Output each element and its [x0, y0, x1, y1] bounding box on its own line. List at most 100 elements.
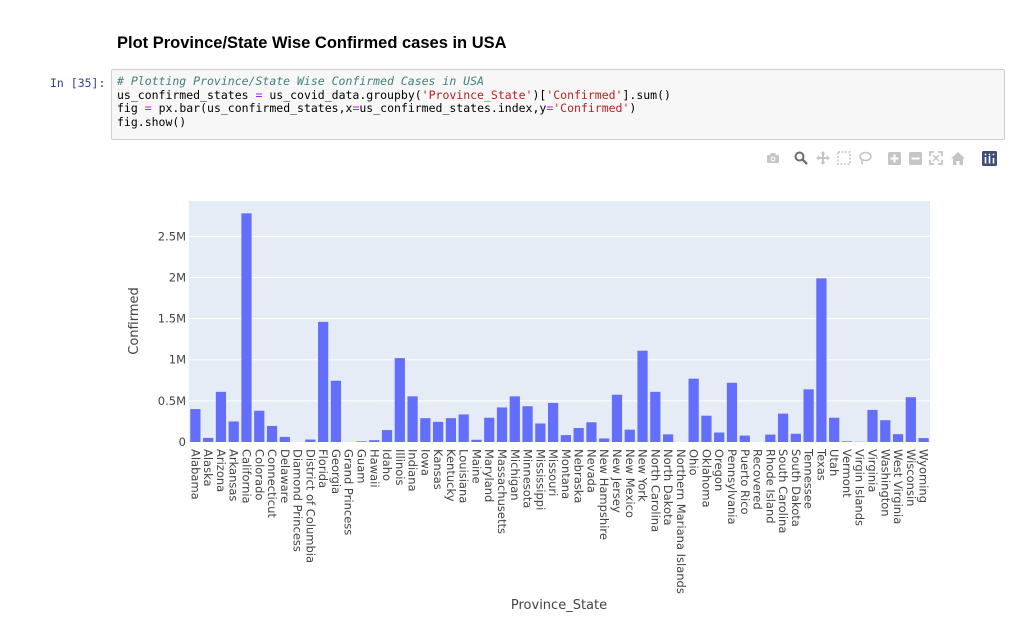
bar[interactable] — [739, 435, 750, 442]
box-select-icon[interactable] — [836, 150, 852, 166]
zoom-icon[interactable] — [793, 150, 809, 166]
bar[interactable] — [420, 418, 431, 442]
code-token: = — [352, 101, 360, 115]
y-tick-label: 2.5M — [158, 229, 186, 243]
x-tick-label: Nevada — [584, 449, 598, 493]
x-tick-label: Iowa — [418, 449, 432, 476]
bar[interactable] — [241, 213, 252, 442]
bar[interactable] — [254, 410, 265, 442]
code-line: # Plotting Province/State Wise Confirmed… — [117, 74, 1004, 89]
x-tick-labels: AlabamaAlaskaArizonaArkansasCaliforniaCo… — [188, 448, 930, 594]
x-tick-label: Puerto Rico — [738, 449, 752, 515]
bar[interactable] — [726, 382, 738, 442]
x-tick-label: Wyoming — [917, 449, 931, 503]
code-token: us_confirmed_states.index,y — [359, 101, 547, 115]
code-token: ].sum() — [622, 87, 671, 102]
code-cell[interactable]: # Plotting Province/State Wise Confirmed… — [111, 69, 1005, 140]
bar[interactable] — [445, 418, 457, 442]
bar[interactable] — [892, 434, 904, 442]
bar[interactable] — [637, 350, 648, 442]
bar[interactable] — [880, 420, 891, 442]
bar[interactable] — [203, 437, 214, 442]
bar[interactable] — [484, 417, 495, 442]
zoom-in-icon[interactable] — [886, 150, 902, 166]
zoom-out-icon[interactable] — [907, 150, 923, 166]
x-tick-label: District of Columbia — [303, 449, 317, 563]
bar[interactable] — [305, 439, 316, 442]
bar[interactable] — [318, 321, 329, 442]
bar[interactable] — [777, 413, 789, 442]
bar[interactable] — [624, 429, 635, 442]
plotly-logo-icon[interactable] — [981, 150, 997, 166]
pan-icon[interactable] — [815, 150, 831, 166]
bar[interactable] — [522, 406, 533, 442]
x-tick-label: Arizona — [214, 449, 228, 492]
bar[interactable] — [829, 417, 840, 442]
bar[interactable] — [560, 435, 571, 442]
bar[interactable] — [394, 358, 405, 442]
bar[interactable] — [688, 378, 699, 442]
bar[interactable] — [266, 425, 278, 442]
bar[interactable] — [190, 409, 201, 442]
reset-axes-icon[interactable] — [950, 150, 966, 166]
bar[interactable] — [573, 428, 584, 442]
x-tick-label: New Jersey — [610, 449, 624, 513]
x-tick-label: South Carolina — [776, 449, 790, 533]
x-tick-label: Virgin Islands — [853, 449, 867, 526]
x-tick-label: Arkansas — [227, 449, 241, 501]
x-tick-label: Michigan — [508, 449, 522, 501]
bar[interactable] — [407, 396, 418, 442]
bar[interactable] — [228, 421, 239, 442]
x-tick-label: Louisiana — [457, 449, 471, 503]
bar[interactable] — [330, 380, 342, 442]
code-token: )[ — [532, 87, 547, 102]
bar[interactable] — [867, 409, 878, 442]
bar[interactable] — [611, 394, 623, 442]
bar[interactable] — [650, 391, 661, 442]
x-tick-label: Pennsylvania — [725, 449, 739, 525]
bar[interactable] — [714, 432, 725, 442]
bar[interactable] — [586, 422, 597, 442]
bar[interactable] — [765, 434, 776, 442]
autoscale-icon[interactable] — [928, 150, 944, 166]
bar[interactable] — [279, 436, 290, 442]
bar[interactable] — [369, 440, 380, 442]
bar[interactable] — [433, 421, 444, 442]
bar[interactable] — [662, 434, 674, 442]
bar[interactable] — [918, 438, 929, 442]
x-tick-label: Diamond Princess — [291, 449, 305, 552]
x-tick-label: Alaska — [201, 449, 215, 487]
bar[interactable] — [816, 278, 827, 442]
x-tick-label: California — [239, 449, 253, 504]
lasso-select-icon[interactable] — [857, 150, 873, 166]
x-tick-label: Minnesota — [521, 449, 535, 508]
bar[interactable] — [790, 433, 801, 442]
bars — [190, 213, 929, 442]
x-tick-label: Guam — [354, 449, 368, 483]
bar[interactable] — [215, 391, 227, 442]
code-token: 'Confirmed' — [546, 87, 623, 102]
x-tick-label: Wisconsin — [904, 449, 918, 506]
bar[interactable] — [496, 407, 508, 442]
bar[interactable] — [803, 389, 814, 442]
bar[interactable] — [356, 441, 367, 442]
bar[interactable] — [458, 414, 469, 442]
bar[interactable] — [905, 397, 916, 442]
bar[interactable] — [548, 402, 559, 442]
section-heading: Plot Province/State Wise Confirmed cases… — [117, 34, 507, 52]
bar[interactable] — [471, 439, 482, 442]
code-token: px.bar(us_confirmed_states,x — [151, 101, 353, 115]
x-tick-label: Oklahoma — [699, 449, 713, 508]
bar[interactable] — [701, 415, 712, 442]
code-token: 'Province_State' — [421, 87, 533, 102]
x-tick-label: North Carolina — [648, 449, 662, 532]
bar[interactable] — [381, 430, 393, 442]
camera-icon[interactable] — [765, 150, 781, 166]
x-tick-label: South Dakota — [789, 449, 803, 527]
bar[interactable] — [599, 438, 610, 442]
bar[interactable] — [509, 396, 520, 442]
code-token: = — [144, 101, 152, 115]
bar[interactable] — [535, 423, 546, 442]
bar[interactable] — [841, 441, 853, 442]
x-tick-label: Kansas — [431, 449, 445, 490]
